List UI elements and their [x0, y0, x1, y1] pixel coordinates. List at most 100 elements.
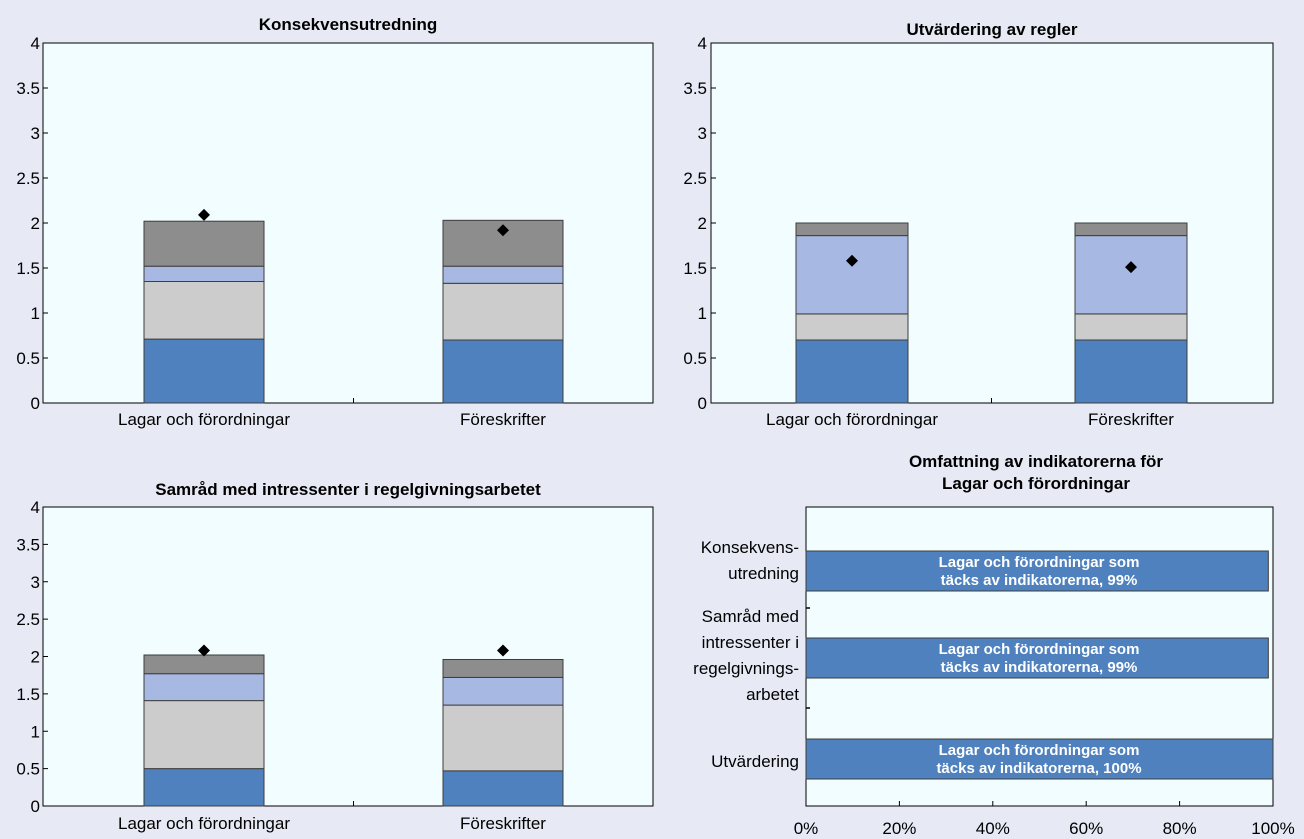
- y-tick-label: 3: [698, 124, 707, 143]
- y-tick-label: 1.5: [16, 259, 40, 278]
- x-category-label: Lagar och förordningar: [118, 410, 290, 429]
- bar-segment: [442, 265, 564, 284]
- bar-data-label: Lagar och förordningar som täcks av indik…: [939, 641, 1140, 676]
- y-tick-label: 1: [698, 304, 707, 323]
- bar-segment: [143, 654, 265, 675]
- bar-data-label: Lagar och förordningar som täcks av indik…: [936, 742, 1141, 777]
- y-tick-label: 3.5: [16, 79, 40, 98]
- bar-segment: [1074, 313, 1188, 341]
- x-category-label: Föreskrifter: [460, 410, 546, 429]
- x-category-label: Föreskrifter: [460, 814, 546, 833]
- bar-segment: [1074, 339, 1188, 404]
- bar-segment: [442, 676, 564, 706]
- marker-point: [198, 208, 210, 221]
- y-tick-label: 3: [31, 124, 40, 143]
- y-tick-label: 1: [31, 722, 40, 741]
- x-tick-label: 20%: [882, 819, 916, 838]
- y-tick-label: 3.5: [16, 535, 40, 554]
- y-category-label-line: arbetet: [746, 685, 799, 704]
- y-tick-label: 1.5: [16, 685, 40, 704]
- bar-segment: [143, 673, 265, 702]
- y-tick-label: 3: [31, 573, 40, 592]
- x-tick-label: 80%: [1163, 819, 1197, 838]
- y-category-label: Konsekvens-utredning: [701, 538, 799, 583]
- y-tick-label: 0: [698, 394, 707, 413]
- y-tick-label: 1.5: [683, 259, 707, 278]
- y-tick-label: 0.5: [683, 349, 707, 368]
- y-tick-label: 4: [31, 498, 40, 517]
- bar-data-label-line: Lagar och förordningar som: [939, 641, 1140, 658]
- bar-segment: [143, 768, 265, 807]
- y-tick-label: 2.5: [16, 610, 40, 629]
- bar-segment: [143, 700, 265, 770]
- y-category-label: Samråd med intressenter i regelgivnings-ar…: [693, 607, 799, 704]
- x-category-label: Lagar och förordningar: [118, 814, 290, 833]
- marker-point: [497, 644, 509, 657]
- x-category-label: Lagar och förordningar: [766, 410, 938, 429]
- y-tick-label: 0.5: [16, 760, 40, 779]
- y-category-label-line: Samråd med: [702, 607, 799, 626]
- chart-panel-1: Konsekvensutredning 0 0.5 1 1.5 2 2.5 3 3.5 4 Laga…: [16, 15, 654, 429]
- bar-segment: [442, 339, 564, 404]
- y-tick-label: 2: [698, 214, 707, 233]
- bar-segment: [795, 339, 909, 404]
- marker-point: [846, 254, 858, 267]
- bar-data-label-line: täcks av indikatorerna, 99%: [941, 659, 1138, 676]
- x-tick-label: 60%: [1069, 819, 1103, 838]
- marker-point: [1125, 261, 1137, 274]
- x-category-label: Föreskrifter: [1088, 410, 1174, 429]
- bar-segment: [795, 222, 909, 237]
- y-tick-label: 2: [31, 214, 40, 233]
- y-tick-label: 4: [31, 34, 40, 53]
- bar-segment: [1074, 222, 1188, 237]
- chart-title: Konsekvensutredning: [259, 15, 438, 34]
- bar-segment: [143, 220, 265, 267]
- bar-segment: [442, 219, 564, 267]
- bar-segment: [442, 704, 564, 772]
- y-category-label-line: Konsekvens-: [701, 538, 799, 557]
- bar-segment: [1074, 235, 1188, 315]
- y-category-label-line: utredning: [728, 564, 799, 583]
- y-category-label-line: intressenter i: [702, 633, 799, 652]
- bar-segment: [442, 770, 564, 807]
- bar-data-label-line: Lagar och förordningar som: [939, 742, 1140, 759]
- bar-data-label-line: täcks av indikatorerna, 99%: [941, 572, 1138, 589]
- bar-segment: [795, 235, 909, 315]
- x-tick-label: 40%: [976, 819, 1010, 838]
- chart-panel-2: Utvärdering av regler 0 0.5 1 1.5 2 2.5 3 3.5 4 La…: [683, 20, 1274, 429]
- y-tick-label: 4: [698, 34, 707, 53]
- marker-point: [497, 224, 509, 237]
- coverage-bar: [805, 637, 1269, 679]
- y-tick-label: 0: [31, 394, 40, 413]
- marker-point: [198, 644, 210, 657]
- bar-segment: [143, 338, 265, 404]
- y-tick-label: 2: [31, 648, 40, 667]
- bar-data-label-line: Lagar och förordningar som: [939, 554, 1140, 571]
- chart-title: Samråd med intressenter i regelgivningsa…: [155, 480, 541, 499]
- bar-data-label: Lagar och förordningar som täcks av indik…: [939, 554, 1140, 589]
- chart-panel-4: Omfattning av indikatorerna för Lagar och…: [693, 452, 1295, 838]
- y-category-label: Utvärdering: [711, 752, 799, 771]
- y-tick-label: 0.5: [16, 349, 40, 368]
- coverage-bar: [805, 738, 1274, 780]
- plot-area: [710, 42, 1274, 404]
- y-category-label-line: regelgivnings-: [693, 659, 799, 678]
- y-tick-label: 2.5: [16, 169, 40, 188]
- bar-segment: [442, 658, 564, 678]
- chart-title-line: Omfattning av indikatorerna för: [909, 452, 1163, 471]
- y-category-label-line: Utvärdering: [711, 752, 799, 771]
- chart-title: Utvärdering av regler: [906, 20, 1077, 39]
- y-tick-label: 1: [31, 304, 40, 323]
- y-tick-label: 0: [31, 797, 40, 816]
- chart-title-line: Lagar och förordningar: [942, 474, 1130, 493]
- bar-segment: [143, 281, 265, 340]
- chart-panel-3: Samråd med intressenter i regelgivningsa…: [16, 480, 654, 833]
- bar-segment: [442, 282, 564, 341]
- coverage-bar: [805, 550, 1269, 592]
- x-tick-label: 100%: [1251, 819, 1294, 838]
- bar-data-label-line: täcks av indikatorerna, 100%: [936, 760, 1141, 777]
- x-tick-label: 0%: [794, 819, 819, 838]
- y-tick-label: 3.5: [683, 79, 707, 98]
- bar-segment: [795, 313, 909, 341]
